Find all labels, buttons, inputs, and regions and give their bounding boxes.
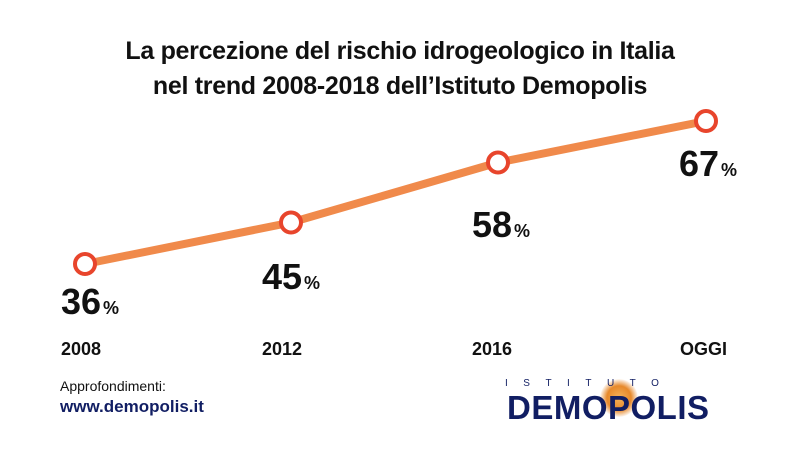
demopolis-logo: ISTITUTO DEMOPOLIS [505, 378, 750, 428]
title-line-1: La percezione del rischio idrogeologico … [125, 37, 675, 65]
data-point-2008 [73, 252, 97, 276]
logo-sun-icon [600, 379, 638, 417]
value-label-2008: 36% [61, 281, 119, 322]
footer-label: Approfondimenti: [60, 378, 166, 394]
value-label-2016: 58% [472, 204, 530, 245]
title-line-2: nel trend 2008-2018 dell’Istituto Demopo… [152, 72, 648, 100]
series-line [81, 117, 710, 268]
data-point-2016 [486, 150, 510, 175]
website-link[interactable]: www.demopolis.it [60, 397, 204, 416]
category-label-2012: 2012 [262, 339, 302, 359]
logo-top-text: ISTITUTO [505, 378, 675, 389]
category-label-2016: 2016 [472, 339, 512, 359]
data-point-oggi [694, 109, 718, 133]
value-label-2012: 45% [262, 256, 320, 297]
chart-title: La percezione del rischio idrogeologico … [0, 34, 800, 104]
category-label-2008: 2008 [61, 339, 101, 359]
logo-main-text: DEMOPOLIS [507, 389, 710, 426]
category-label-oggi: OGGI [680, 339, 727, 359]
data-point-2012 [279, 210, 303, 235]
value-label-oggi: 67% [679, 143, 737, 184]
